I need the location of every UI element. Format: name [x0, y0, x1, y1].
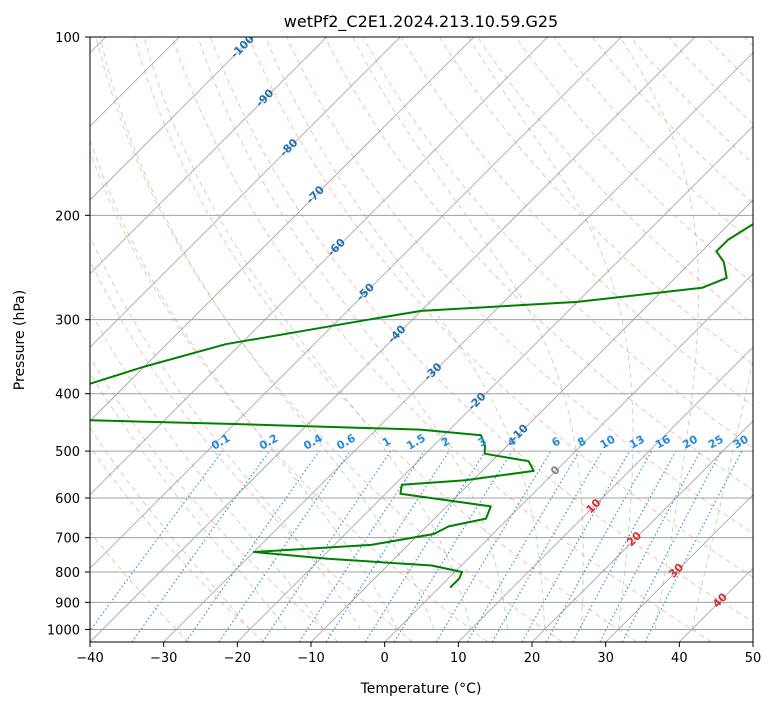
mixing-ratio-label: 30: [731, 432, 751, 451]
dry-adiabat-line: [554, 37, 775, 642]
moist-adiabat-line: [198, 37, 508, 629]
isotherm-label: -40: [385, 322, 408, 345]
mixing-ratio-label: 1: [380, 435, 393, 450]
dewpoint-profile-line: [0, 37, 775, 588]
mixing-ratio-line: [436, 451, 551, 642]
moist-adiabat-line: [100, 37, 434, 629]
mixing-ratio-label: 20: [680, 432, 700, 451]
dry-adiabat-line: [0, 37, 264, 642]
x-tick-label: −10: [297, 651, 324, 666]
plot-frame: [90, 37, 753, 642]
isotherm-line: [0, 37, 474, 642]
dry-adiabat-line: [0, 37, 189, 642]
y-tick-label: 100: [55, 31, 80, 46]
mixing-ratio-line: [263, 451, 391, 642]
isotherm-label: 10: [584, 496, 604, 516]
moist-adiabat-line: [468, 37, 633, 629]
isotherm-line: [385, 37, 775, 642]
isotherm-line: [16, 37, 621, 642]
mixing-ratio-label: 0.4: [301, 431, 325, 452]
isotherm-line: [237, 37, 775, 642]
dry-adiabat-line: [707, 37, 775, 642]
isotherm-label: -50: [354, 280, 377, 303]
mixing-ratio-line: [600, 451, 701, 642]
x-tick-label: 0: [381, 651, 389, 666]
x-tick-label: −40: [76, 651, 103, 666]
mixing-ratio-line: [468, 451, 580, 642]
y-tick-label: 400: [55, 388, 80, 403]
isotherm-line: [0, 37, 253, 642]
mixing-ratio-label: 8: [575, 435, 588, 450]
mixing-ratio-label: 0.6: [334, 431, 358, 452]
moist-adiabat-line: [0, 37, 287, 629]
mixing-ratio-label: 1.5: [404, 432, 427, 453]
mixing-ratio-line: [522, 451, 629, 642]
mixing-ratio-line: [82, 451, 223, 642]
dry-adiabat-line: [134, 37, 637, 642]
isotherm-line: [311, 37, 775, 642]
isotherm-label: -70: [304, 183, 327, 206]
x-axis-label: Temperature (°C): [360, 681, 482, 697]
mixing-ratio-label: 36: [758, 432, 775, 451]
mixing-ratio-label: 10: [598, 432, 618, 451]
moist-adiabat-line: [353, 37, 584, 629]
isotherm-label: 40: [710, 590, 730, 610]
dry-adiabat-line: [745, 37, 775, 642]
x-tick-label: −30: [150, 651, 177, 666]
moist-adiabat-line: [144, 37, 471, 629]
y-tick-label: 1000: [47, 623, 80, 638]
dry-adiabat-line: [592, 37, 775, 642]
isotherm-label: -90: [253, 86, 276, 109]
y-tick-label: 200: [55, 209, 80, 224]
dry-adiabat-line: [20, 37, 413, 642]
mixing-ratio-label: 2: [439, 435, 452, 450]
isotherm-line: [458, 37, 775, 642]
x-tick-label: 30: [597, 651, 614, 666]
dry-adiabat-line: [668, 37, 775, 642]
x-tick-label: 50: [745, 651, 762, 666]
y-tick-label: 700: [55, 532, 80, 547]
mixing-ratio-label: 3: [476, 435, 489, 450]
x-tick-label: −20: [224, 651, 251, 666]
y-tick-label: 900: [55, 596, 80, 611]
x-tick-label: 20: [524, 651, 541, 666]
y-tick-label: 800: [55, 566, 80, 581]
y-tick-label: 500: [55, 445, 80, 460]
y-axis-label: Pressure (hPa): [12, 290, 28, 390]
isotherm-line: [0, 37, 400, 642]
mixing-ratio-line: [573, 451, 676, 642]
mixing-ratio-label: 6: [549, 434, 562, 449]
isotherm-line: [679, 37, 775, 642]
y-tick-label: 600: [55, 492, 80, 507]
mixing-ratio-label: 25: [706, 433, 726, 452]
chart-title: wetPf2_C2E1.2024.213.10.59.G25: [284, 12, 558, 32]
mixing-ratio-label: 0.1: [209, 432, 232, 453]
y-tick-label: 300: [55, 314, 80, 329]
mixing-ratio-label: 16: [653, 432, 673, 451]
mixing-ratio-label: 13: [627, 433, 647, 452]
dry-adiabat-line: [96, 37, 562, 642]
isotherm-line: [532, 37, 775, 642]
dry-adiabat-line: [516, 37, 775, 642]
isotherm-label: 0: [548, 463, 563, 478]
dry-adiabat-line: [0, 37, 338, 642]
x-tick-label: 10: [450, 651, 467, 666]
isotherm-label: -80: [277, 136, 300, 159]
isotherm-label: 30: [666, 560, 686, 580]
isotherm-label: -30: [421, 360, 444, 383]
isotherm-label: -60: [325, 236, 348, 259]
x-tick-label: 40: [671, 651, 688, 666]
moist-adiabat-line: [0, 37, 250, 629]
isotherm-line: [753, 37, 775, 642]
moist-adiabat-line: [692, 37, 775, 629]
